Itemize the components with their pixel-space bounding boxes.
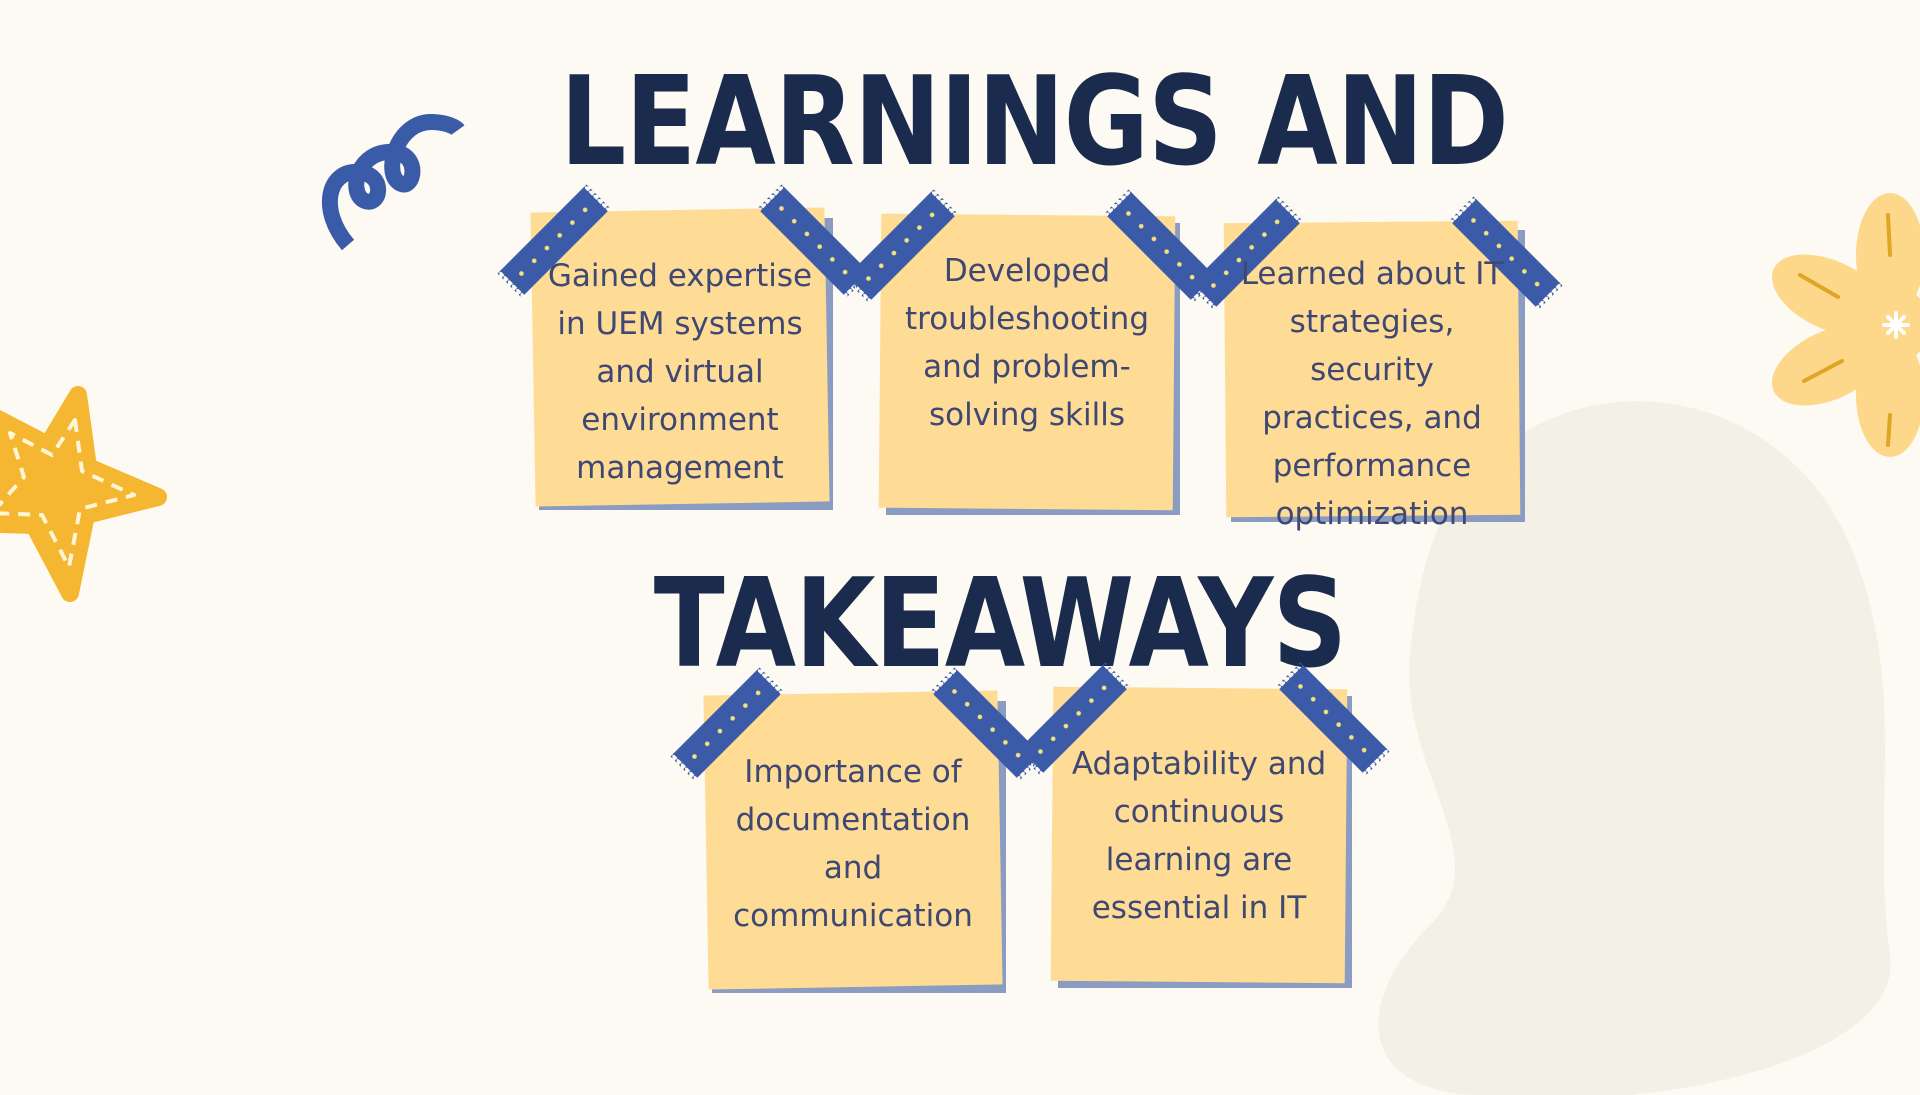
squiggle-icon: [322, 114, 465, 251]
note-text: Adaptability and continuous learning are…: [1071, 746, 1327, 926]
sticky-note: Developed troubleshooting and problem-so…: [847, 192, 1215, 515]
flower-icon: [1772, 193, 1920, 457]
background-blob: [1378, 401, 1891, 1095]
note-text: Learned about IT strategies, security pr…: [1240, 256, 1504, 532]
star-icon: [0, 386, 167, 602]
page-title-line-2: TAKEAWAYS: [653, 551, 1348, 696]
sticky-note: Learned about IT strategies, security pr…: [1192, 199, 1560, 532]
sticky-note: Gained expertise in UEM systems and virt…: [500, 187, 868, 510]
sticky-note: Importance of documentation and communic…: [673, 670, 1041, 993]
page-title-line-1: LEARNINGS AND: [560, 49, 1509, 194]
note-text: Gained expertise in UEM systems and virt…: [547, 258, 813, 486]
note-text: Developed troubleshooting and problem-so…: [904, 253, 1150, 433]
sticky-note: Adaptability and continuous learning are…: [1019, 665, 1387, 988]
note-text: Importance of documentation and communic…: [733, 754, 973, 934]
